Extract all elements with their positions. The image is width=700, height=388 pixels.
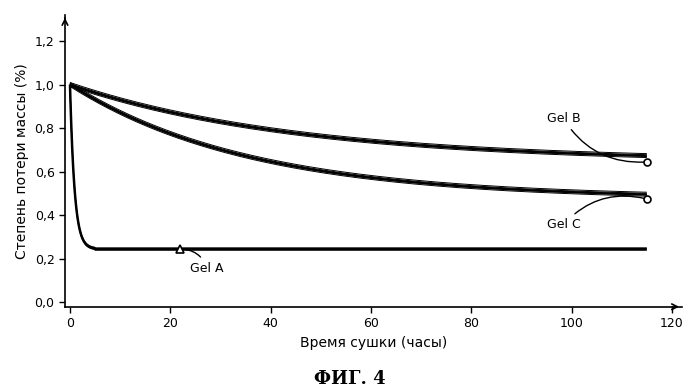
Text: Gel A: Gel A: [183, 249, 224, 275]
Text: ФИГ. 4: ФИГ. 4: [314, 370, 386, 388]
Text: Gel C: Gel C: [547, 196, 644, 231]
X-axis label: Время сушки (часы): Время сушки (часы): [300, 336, 447, 350]
Text: Gel B: Gel B: [547, 112, 644, 162]
Y-axis label: Степень потери массы (%): Степень потери массы (%): [15, 63, 29, 259]
